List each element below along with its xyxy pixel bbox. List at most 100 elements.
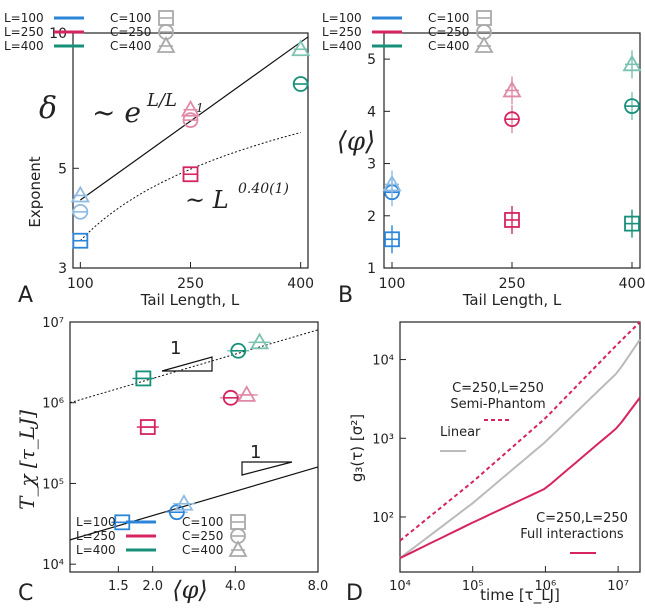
slope-label-upper: 1: [170, 338, 181, 359]
x-tick-label-b: 400: [619, 276, 645, 292]
x-tick-label-d: 10⁷: [607, 579, 629, 594]
slope-triangle-upper: [161, 356, 213, 372]
data-point-b: [502, 80, 522, 98]
slope-triangle-lower: [241, 461, 293, 476]
exp-fit-line: [79, 36, 309, 201]
annotation-power-exp: 0.40(1): [238, 181, 289, 197]
y-tick-label-d: 10⁴: [372, 354, 394, 369]
x-tick-label-a: 400: [287, 276, 314, 292]
x-tick-label-d: 10⁶: [535, 579, 557, 594]
data-point-b: [622, 54, 642, 72]
b-legend-marker-label: C=400: [428, 39, 469, 53]
c-legend-line-label: L=400: [76, 543, 116, 557]
data-point-c: [237, 385, 257, 402]
c-legend-marker-label: C=100: [182, 515, 223, 529]
power-fit-line: [79, 132, 301, 242]
x-tick-label-b: 100: [379, 276, 406, 292]
x-axis-label-d: time [τ_LJ]: [480, 586, 560, 605]
data-point-a: [70, 185, 90, 203]
annotation-exp: ~ e: [92, 96, 141, 129]
x-tick-label-b: 250: [499, 276, 526, 292]
y-tick-label-a: 10: [49, 26, 67, 42]
y-tick-label-a: 3: [58, 261, 67, 277]
x-tick-label-c: 8.0: [308, 579, 329, 594]
curve-linear: [399, 338, 641, 559]
c-legend-marker-label: C=250: [182, 529, 223, 543]
c-legend-marker-label: C=400: [182, 543, 223, 557]
annotation-power: ~ L: [185, 186, 229, 214]
y-tick-label-c: 10⁵: [42, 477, 64, 492]
c-legend-line-label: L=100: [76, 515, 116, 529]
y-axis-label-a: Exponent: [26, 156, 44, 227]
legend-full-name: Full interactions: [520, 527, 624, 542]
legend-semi-phantom-name: Semi-Phantom: [450, 397, 545, 412]
fit-line-upper: [69, 329, 319, 404]
a-legend-line-label: L=100: [4, 11, 44, 25]
a-legend-marker-label: C=400: [110, 39, 151, 53]
panel-label-a: A: [18, 283, 33, 308]
slope-label-lower: 1: [250, 442, 261, 463]
a-legend-line-label: L=400: [4, 39, 44, 53]
b-legend-marker-2: [474, 36, 494, 53]
panel-label-c: C: [18, 581, 33, 606]
legend-linear-name: Linear: [440, 425, 481, 440]
x-axis-label-c: ⟨φ⟩: [172, 576, 208, 604]
panel-label-d: D: [346, 581, 363, 606]
c-legend-line-label: L=250: [76, 529, 116, 543]
y-tick-label-b: 1: [367, 261, 376, 277]
x-axis-label-a: Tail Length, L: [140, 291, 240, 309]
y-axis-label-d: g₃(τ) [σ²]: [348, 414, 366, 482]
panel-label-b: B: [338, 283, 353, 308]
x-tick-label-d: 10⁵: [462, 579, 484, 594]
legend-full-params: C=250,L=250: [536, 511, 628, 526]
x-tick-label-a: 100: [67, 276, 94, 292]
y-tick-label-b: 4: [367, 104, 376, 120]
x-tick-label-c: 2.0: [142, 579, 163, 594]
panel-b: 100 250 400 1 2 3 4 5 Tail Length, L ⟨φ⟩ L=100L=25…: [322, 10, 645, 309]
x-tick-label-c: 1.5: [108, 579, 129, 594]
b-legend-line-label: L=100: [322, 11, 362, 25]
y-tick-label-b: 3: [367, 157, 376, 173]
a-legend-marker-2: [156, 36, 176, 53]
data-point-b: [382, 174, 402, 192]
c-legend-marker-2: [228, 540, 248, 557]
y-axis-label-c: T_χ [τ_LJ]: [15, 410, 39, 510]
panel-a-frame: [72, 32, 309, 269]
curve-semi-phantom: [399, 321, 641, 542]
legend-semi-phantom-params: C=250,L=250: [452, 381, 544, 396]
x-tick-label-c: 4.0: [225, 579, 246, 594]
panel-d: 10⁴ 10⁵ 10⁶ 10⁷ 10² 10³ 10⁴ time [τ_LJ] g₃(τ) [σ…: [348, 321, 641, 605]
panel-d-frame: [399, 321, 641, 573]
panel-c: 1.5 2.0 4.0 8.0 10⁴ 10⁵ 10⁶ 10⁷ ⟨φ⟩ T_χ [τ_LJ] 1 1 L…: [15, 316, 328, 604]
b-legend-line-label: L=250: [322, 25, 362, 39]
b-legend-marker-label: C=100: [428, 11, 469, 25]
data-point-a: [180, 99, 201, 117]
y-tick-label-c: 10⁶: [42, 397, 64, 412]
a-legend-marker-label: C=100: [110, 11, 151, 25]
y-tick-label-d: 10²: [372, 511, 394, 526]
data-point-a: [291, 39, 311, 57]
x-axis-label-b: Tail Length, L: [462, 291, 562, 309]
b-legend-marker-label: C=250: [428, 25, 469, 39]
annotation-exp-sub: 1: [196, 101, 204, 115]
x-tick-label-d: 10⁴: [389, 579, 411, 594]
y-tick-label-c: 10⁷: [42, 316, 64, 331]
y-axis-symbol-a: δ: [39, 91, 57, 126]
y-tick-label-d: 10³: [372, 432, 394, 447]
a-legend-line-label: L=250: [4, 25, 44, 39]
y-axis-label-b: ⟨φ⟩: [337, 127, 376, 157]
data-point-c: [174, 493, 194, 511]
curve-full-interactions: [399, 396, 641, 560]
y-tick-label-a: 5: [58, 161, 67, 177]
x-tick-label-a: 250: [177, 276, 204, 292]
y-tick-label-b: 2: [367, 209, 376, 225]
y-tick-label-b: 5: [367, 52, 376, 68]
a-legend-marker-label: C=250: [110, 25, 151, 39]
b-legend-line-label: L=400: [322, 39, 362, 53]
panel-c-frame: [69, 321, 319, 573]
y-tick-label-c: 10⁴: [42, 558, 64, 573]
data-point-c: [249, 332, 270, 350]
annotation-exp-power: L/L: [146, 90, 177, 111]
